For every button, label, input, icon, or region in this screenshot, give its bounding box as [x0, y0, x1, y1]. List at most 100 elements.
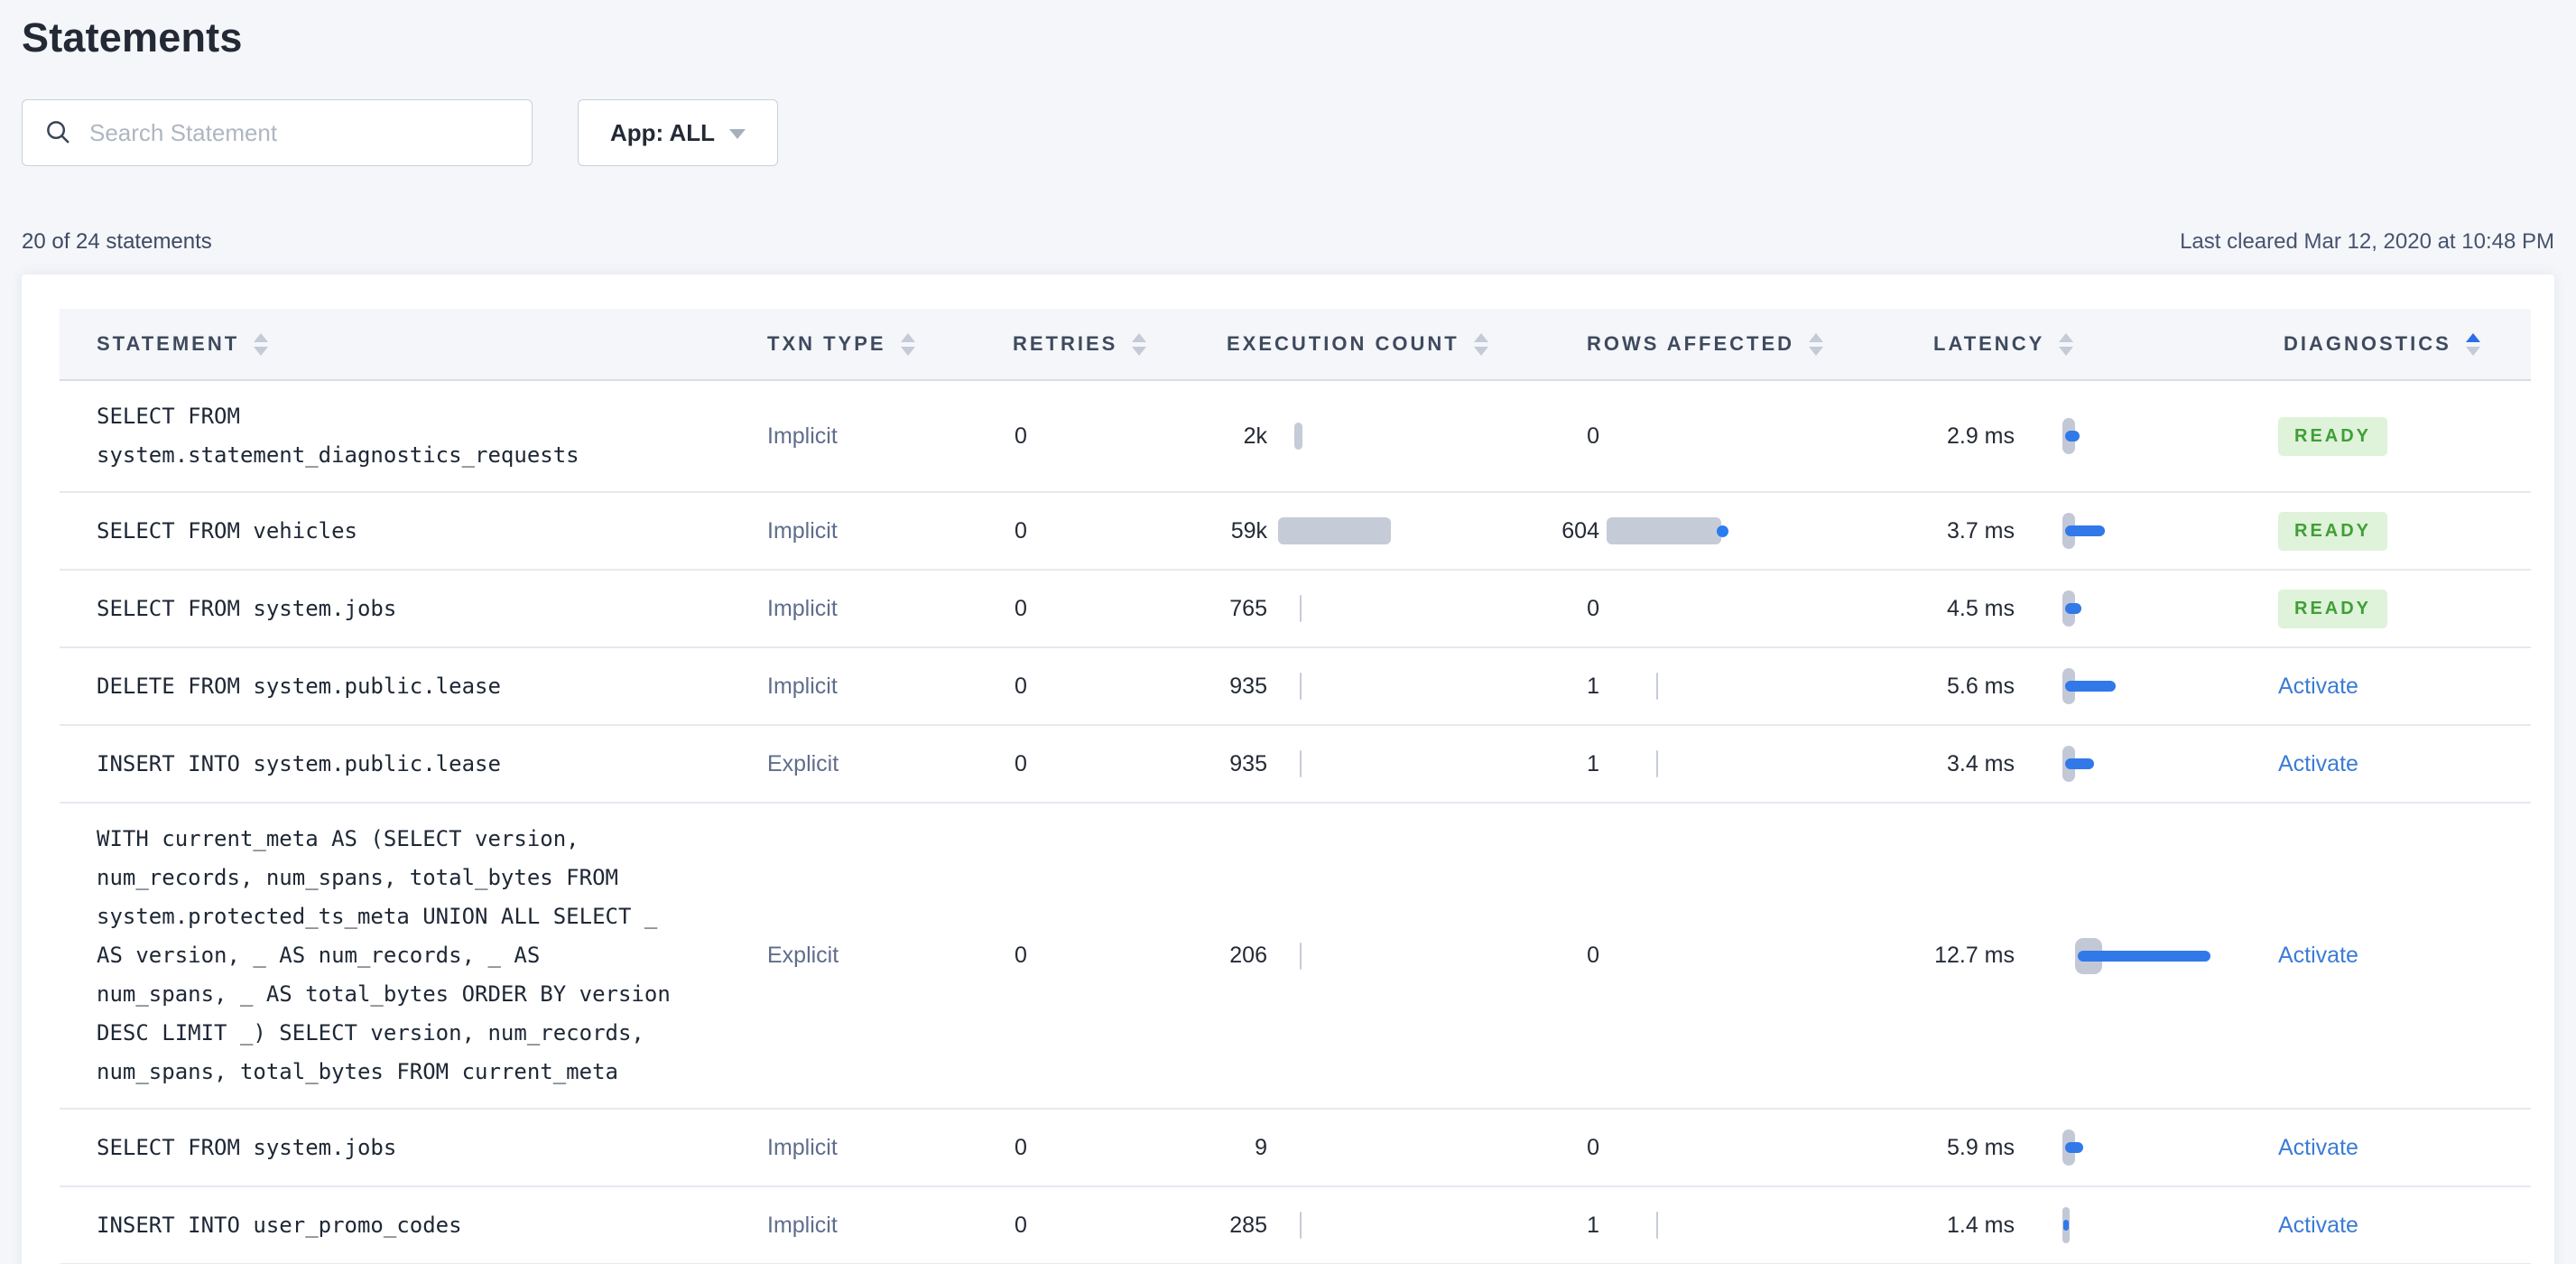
rows-affected-stddev-dot [1717, 525, 1728, 537]
execution-count-chart [1278, 516, 1486, 545]
column-header-rows-affected[interactable]: ROWS AFFECTED [1527, 309, 1879, 379]
txn-type-cell: Implicit [767, 1212, 838, 1238]
statement-link[interactable]: INSERT INTO system.public.lease [97, 750, 501, 776]
diagnostics-ready-badge[interactable]: READY [2278, 511, 2388, 551]
activate-diagnostics-link[interactable]: Activate [2278, 750, 2358, 776]
statement-link[interactable]: SELECT FROM system.statement_diagnostics… [97, 404, 579, 468]
rows-affected-cell: 1 [1527, 1187, 1879, 1263]
statement-link[interactable]: SELECT FROM system.jobs [97, 1134, 397, 1160]
sort-arrows-icon [900, 332, 915, 356]
app-filter-dropdown[interactable]: App: ALL [578, 99, 778, 166]
rows-affected-cell: 604 [1527, 493, 1879, 569]
rows-affected-chart [1607, 942, 1814, 971]
column-header-label: STATEMENT [97, 332, 240, 355]
column-header-label: RETRIES [1013, 332, 1118, 355]
statement-link[interactable]: DELETE FROM system.public.lease [97, 673, 501, 699]
execution-count-bar [1278, 517, 1391, 544]
latency-chart [2062, 510, 2225, 552]
statement-link[interactable]: SELECT FROM vehicles [97, 517, 357, 544]
execution-count-cell: 206 [1166, 804, 1527, 1108]
latency-mean-bar [2065, 603, 2081, 614]
diagnostics-cell: Activate Activate [2231, 1187, 2524, 1263]
latency-mean-bar [2065, 1142, 2083, 1153]
statement-link[interactable]: WITH current_meta AS (SELECT version, nu… [97, 826, 671, 1084]
latency-cell: 2.9 ms [1879, 381, 2231, 491]
column-header-label: LATENCY [1933, 332, 2045, 355]
rows-affected-cell: 0 [1527, 1110, 1879, 1185]
execution-count-bar [1300, 750, 1302, 777]
rows-affected-chart [1607, 672, 1814, 701]
execution-count-value: 935 [1229, 673, 1267, 699]
filter-controls: App: ALL [22, 99, 2554, 166]
retries-cell: 0 [1015, 595, 1027, 621]
table-row: SELECT FROM system.jobs Implicit 0 9 0 5… [60, 1110, 2531, 1187]
last-cleared-timestamp: Last cleared Mar 12, 2020 at 10:48 PM [2180, 229, 2554, 254]
execution-count-bar [1300, 673, 1302, 700]
table-row: SELECT FROM vehicles Implicit 0 59k 604 … [60, 493, 2531, 571]
retries-cell: 0 [1015, 423, 1027, 449]
column-header-statement[interactable]: STATEMENT [60, 309, 767, 379]
txn-type-cell: Implicit [767, 673, 838, 699]
latency-cell: 4.5 ms [1879, 571, 2231, 646]
execution-count-chart [1278, 1133, 1486, 1162]
diagnostics-ready-badge[interactable]: READY [2278, 416, 2388, 456]
diagnostics-ready-badge[interactable]: READY [2278, 589, 2388, 628]
execution-count-cell: 9 [1166, 1110, 1527, 1185]
execution-count-chart [1278, 422, 1486, 451]
sort-arrows-icon-active [2465, 332, 2480, 356]
latency-cell: 12.7 ms [1879, 804, 2231, 1108]
txn-type-cell: Implicit [767, 517, 838, 544]
statement-link[interactable]: SELECT FROM system.jobs [97, 595, 397, 621]
execution-count-chart [1278, 594, 1486, 623]
page-title: Statements [22, 14, 243, 60]
latency-value: 2.9 ms [1946, 423, 2015, 449]
rows-affected-value: 0 [1587, 943, 1599, 968]
rows-affected-value: 0 [1587, 595, 1599, 621]
column-header-retries[interactable]: RETRIES [953, 309, 1166, 379]
table-row: WITH current_meta AS (SELECT version, nu… [60, 804, 2531, 1110]
execution-count-value: 765 [1229, 595, 1267, 621]
activate-diagnostics-link[interactable]: Activate [2278, 1212, 2358, 1238]
retries-cell: 0 [1015, 943, 1027, 968]
rows-affected-chart [1607, 1211, 1814, 1240]
rows-affected-value: 1 [1587, 750, 1599, 776]
column-header-diagnostics[interactable]: DIAGNOSTICS [2231, 309, 2524, 379]
search-input[interactable] [89, 118, 523, 147]
diagnostics-cell: Activate Activate [2231, 726, 2524, 802]
statement-link[interactable]: INSERT INTO user_promo_codes [97, 1212, 462, 1238]
txn-type-cell: Implicit [767, 595, 838, 621]
txn-type-cell: Explicit [767, 943, 839, 968]
column-header-txn-type[interactable]: TXN TYPE [767, 309, 953, 379]
table-row: SELECT FROM system.statement_diagnostics… [60, 381, 2531, 493]
diagnostics-cell: Activate Activate [2231, 804, 2524, 1108]
column-header-label: DIAGNOSTICS [2284, 332, 2451, 355]
execution-count-value: 59k [1230, 517, 1267, 544]
execution-count-bar [1294, 423, 1302, 450]
rows-affected-bar [1656, 1212, 1658, 1239]
search-box[interactable] [22, 99, 533, 166]
table-row: INSERT INTO user_promo_codes Implicit 0 … [60, 1187, 2531, 1264]
sort-arrows-icon [2059, 332, 2074, 356]
activate-diagnostics-link[interactable]: Activate [2278, 1134, 2358, 1160]
rows-affected-chart [1607, 422, 1814, 451]
execution-count-bar [1300, 1212, 1302, 1239]
column-header-latency[interactable]: LATENCY [1879, 309, 2231, 379]
retries-cell: 0 [1015, 1212, 1027, 1238]
retries-cell: 0 [1015, 750, 1027, 776]
rows-affected-value: 1 [1587, 1212, 1599, 1238]
diagnostics-cell: READY READY [2231, 571, 2524, 646]
latency-chart [2062, 588, 2225, 629]
column-header-execution-count[interactable]: EXECUTION COUNT [1166, 309, 1527, 379]
retries-cell: 0 [1015, 1134, 1027, 1160]
rows-affected-value: 0 [1587, 1134, 1599, 1160]
rows-affected-value: 1 [1587, 673, 1599, 699]
latency-chart [2062, 415, 2225, 457]
activate-diagnostics-link[interactable]: Activate [2278, 673, 2358, 699]
execution-count-cell: 2k [1166, 381, 1527, 491]
latency-value: 3.7 ms [1946, 517, 2015, 544]
search-icon [47, 121, 69, 144]
activate-diagnostics-link[interactable]: Activate [2278, 943, 2358, 968]
retries-cell: 0 [1015, 517, 1027, 544]
statements-table-card: STATEMENT TXN TYPE RETRIES EXECUTION COU… [22, 274, 2554, 1264]
